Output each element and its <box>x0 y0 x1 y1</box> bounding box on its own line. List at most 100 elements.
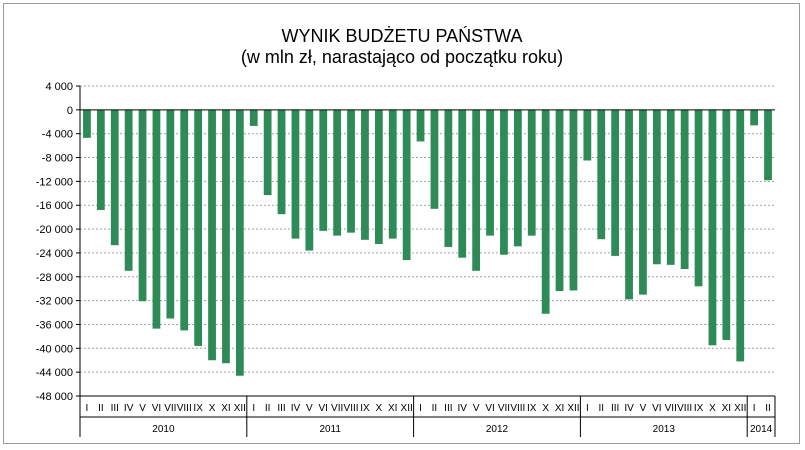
x-tick-label: II <box>765 403 771 414</box>
x-tick-label: IV <box>624 403 634 414</box>
year-label: 2013 <box>653 424 676 435</box>
y-axis-ticks: 4 000 0 -4 000 -8 000 -12 000 -16 000 -20 000 -… <box>36 81 81 403</box>
bar-2010-VII <box>166 109 175 319</box>
x-tick-label: X <box>209 403 216 414</box>
bar-2012-VI <box>486 109 494 236</box>
bar-2014-II <box>764 109 772 181</box>
x-tick-label: VIII <box>344 403 359 414</box>
x-tick-label: I <box>419 403 422 414</box>
bar-2013-III <box>611 109 620 256</box>
bar-2011-X <box>374 109 383 244</box>
bar-2011-VIII <box>347 109 355 233</box>
x-tick-label: V <box>139 403 146 414</box>
x-tick-label: IV <box>291 403 301 414</box>
x-tick-label: II <box>98 403 104 414</box>
x-tick-label: VII <box>665 403 677 414</box>
x-tick-label: IV <box>458 403 468 414</box>
x-tick-label: II <box>432 403 438 414</box>
x-tick-label: II <box>598 403 604 414</box>
x-tick-label: XII <box>401 403 413 414</box>
bar-2010-III <box>110 109 119 246</box>
year-label: 2011 <box>319 424 341 435</box>
bar-2010-VI <box>152 109 161 329</box>
x-tick-label: VI <box>319 403 328 414</box>
bar-2010-IX <box>194 109 203 346</box>
x-tick-label: XI <box>388 403 397 414</box>
x-tick-label: XII <box>567 403 579 414</box>
bar-2011-IV <box>291 109 300 239</box>
x-tick-label: III <box>277 403 285 414</box>
bar-2012-XII <box>569 109 578 291</box>
bar-2011-I <box>249 109 258 126</box>
x-tick-label: III <box>444 403 452 414</box>
bar-2013-V <box>639 109 647 295</box>
x-tick-label: XI <box>221 403 230 414</box>
bar-2013-X <box>708 109 717 346</box>
x-tick-label: IX <box>527 403 537 414</box>
bar-2012-V <box>472 109 481 271</box>
bar-2010-X <box>208 109 216 361</box>
bar-2013-IX <box>694 109 703 287</box>
x-tick-label: VII <box>498 403 510 414</box>
bar-2013-XI <box>722 109 731 340</box>
x-tick-label: III <box>611 403 619 414</box>
bar-2010-II <box>96 109 105 210</box>
bar-2010-I <box>83 109 91 138</box>
bar-2013-IV <box>625 109 633 300</box>
bar-2011-VI <box>319 109 328 231</box>
chart-frame: WYNIK BUDŻETU PAŃSTWA (w mln zł, narasta… <box>3 3 800 444</box>
x-tick-label: VIII <box>177 403 192 414</box>
x-tick-label: XII <box>734 403 746 414</box>
bar-2012-II <box>430 109 439 209</box>
bar-2011-III <box>277 109 286 215</box>
bar-2010-VIII <box>180 109 189 331</box>
chart-subtitle: (w mln zł, narastająco od początku roku) <box>241 47 563 67</box>
x-tick-label: VI <box>152 403 161 414</box>
x-tick-label: X <box>709 403 716 414</box>
bar-2012-VIII <box>513 109 522 247</box>
x-tick-label: X <box>542 403 549 414</box>
y-tick-label: -44 000 <box>36 367 73 379</box>
x-tick-label: II <box>265 403 271 414</box>
bar-2012-VII <box>500 109 508 255</box>
year-label: 2014 <box>750 424 773 435</box>
x-tick-label: I <box>586 403 589 414</box>
bar-2010-V <box>138 109 147 302</box>
y-tick-label: 0 <box>67 105 73 117</box>
x-tick-label: V <box>473 403 480 414</box>
bar-2012-XI <box>555 109 564 292</box>
x-tick-label: I <box>753 403 756 414</box>
x-tick-label: IX <box>694 403 704 414</box>
x-tick-label: V <box>640 403 647 414</box>
y-tick-label: -28 000 <box>36 272 73 284</box>
x-tick-label: I <box>252 403 255 414</box>
bar-2011-XII <box>402 109 411 261</box>
y-tick-label: -16 000 <box>36 200 73 212</box>
bar-2013-VII <box>666 109 675 265</box>
x-tick-label: VIII <box>677 403 692 414</box>
x-tick-label: VII <box>331 403 343 414</box>
y-tick-label: -4 000 <box>42 129 73 141</box>
bar-2011-V <box>305 109 314 251</box>
bars <box>80 109 775 376</box>
y-tick-label: -36 000 <box>36 319 73 331</box>
bar-2013-XII <box>736 109 745 362</box>
bar-2013-VIII <box>680 109 689 270</box>
bar-2013-VI <box>652 109 661 265</box>
x-tick-label: XI <box>722 403 731 414</box>
bar-2012-X <box>541 109 550 314</box>
x-tick-label: XII <box>234 403 246 414</box>
y-tick-label: 4 000 <box>45 81 73 93</box>
y-tick-label: -12 000 <box>36 176 73 188</box>
bar-2014-I <box>750 109 759 126</box>
bar-2010-IV <box>124 109 133 271</box>
x-tick-label: I <box>86 403 89 414</box>
x-tick-label: VIII <box>510 403 525 414</box>
chart-title: WYNIK BUDŻETU PAŃSTWA <box>281 26 522 46</box>
x-tick-label: XI <box>555 403 564 414</box>
y-tick-label: -20 000 <box>36 224 73 236</box>
bar-2010-XII <box>235 109 244 376</box>
bar-2010-XI <box>222 109 230 364</box>
bar-2013-II <box>597 109 606 240</box>
